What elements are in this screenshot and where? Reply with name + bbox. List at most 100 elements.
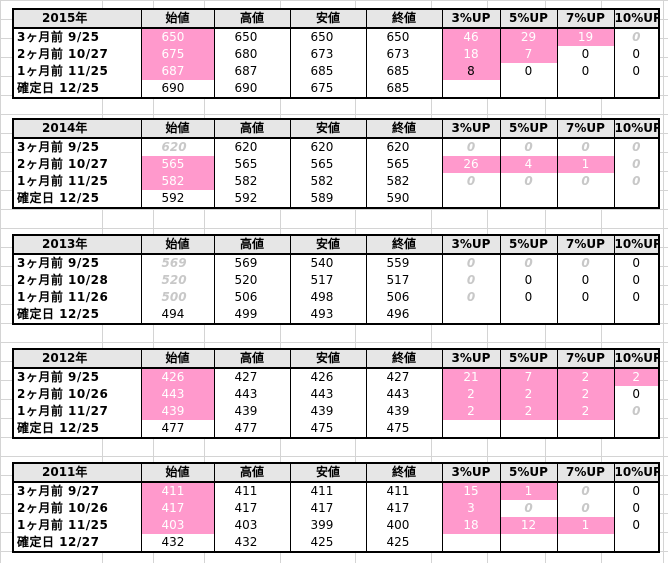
row-label[interactable]: 2ヶ月前 10/28: [17, 273, 109, 287]
high-price-cell[interactable]: 432: [213, 534, 290, 552]
p7-count-cell[interactable]: [556, 80, 614, 98]
open-price-cell[interactable]: 432: [140, 534, 214, 552]
close-price-cell[interactable]: 559: [365, 254, 442, 272]
high-price-cell[interactable]: 506: [213, 289, 290, 306]
p10-count-cell[interactable]: [613, 306, 659, 324]
p7-count-cell[interactable]: 2: [556, 386, 614, 403]
close-price-cell[interactable]: 475: [365, 420, 442, 438]
low-price-cell[interactable]: 425: [289, 534, 366, 552]
open-price-cell[interactable]: 582: [140, 173, 214, 190]
p5-count-cell[interactable]: [499, 534, 557, 552]
p5-count-cell[interactable]: 0: [499, 173, 557, 190]
low-price-cell[interactable]: 475: [289, 420, 366, 438]
low-price-cell[interactable]: 650: [289, 28, 366, 46]
close-price-cell[interactable]: 427: [365, 368, 442, 386]
column-header[interactable]: 7%UP: [556, 9, 614, 29]
low-price-cell[interactable]: 673: [289, 46, 366, 63]
high-price-cell[interactable]: 687: [213, 63, 290, 80]
close-price-cell[interactable]: 685: [365, 80, 442, 98]
high-price-cell[interactable]: 499: [213, 306, 290, 324]
open-price-cell[interactable]: 417: [140, 500, 214, 517]
p7-count-cell[interactable]: 2: [556, 403, 614, 420]
low-price-cell[interactable]: 540: [289, 254, 366, 272]
high-price-cell[interactable]: 650: [213, 28, 290, 46]
column-header[interactable]: 3%UP: [441, 235, 500, 255]
p7-count-cell[interactable]: 2: [556, 368, 614, 386]
close-price-cell[interactable]: 411: [365, 482, 442, 500]
row-label[interactable]: 2ヶ月前 10/26: [17, 501, 109, 515]
p5-count-cell[interactable]: 0: [499, 272, 557, 289]
open-price-cell[interactable]: 592: [140, 190, 214, 208]
column-header[interactable]: 5%UP: [499, 235, 557, 255]
column-header[interactable]: 5%UP: [499, 349, 557, 369]
p3-count-cell[interactable]: 0: [441, 272, 500, 289]
low-price-cell[interactable]: 498: [289, 289, 366, 306]
p7-count-cell[interactable]: 0: [556, 138, 614, 156]
high-price-cell[interactable]: 565: [213, 156, 290, 173]
high-price-cell[interactable]: 403: [213, 517, 290, 534]
row-label[interactable]: 1ヶ月前 11/27: [17, 404, 109, 418]
row-label[interactable]: 3ヶ月前 9/25: [17, 256, 100, 270]
open-price-cell[interactable]: 500: [140, 289, 214, 306]
high-price-cell[interactable]: 592: [213, 190, 290, 208]
column-header[interactable]: 7%UP: [556, 349, 614, 369]
open-price-cell[interactable]: 403: [140, 517, 214, 534]
high-price-cell[interactable]: 690: [213, 80, 290, 98]
open-price-cell[interactable]: 494: [140, 306, 214, 324]
open-price-cell[interactable]: 520: [140, 272, 214, 289]
p10-count-cell[interactable]: 0: [613, 138, 659, 156]
column-header[interactable]: 7%UP: [556, 119, 614, 139]
row-label[interactable]: 確定日 12/25: [17, 421, 100, 435]
p5-count-cell[interactable]: 0: [499, 254, 557, 272]
low-price-cell[interactable]: 589: [289, 190, 366, 208]
column-header[interactable]: 3%UP: [441, 463, 500, 483]
row-label[interactable]: 2ヶ月前 10/26: [17, 387, 109, 401]
column-header[interactable]: 終値: [365, 349, 442, 369]
p7-count-cell[interactable]: [556, 420, 614, 438]
p10-count-cell[interactable]: 0: [613, 272, 659, 289]
low-price-cell[interactable]: 493: [289, 306, 366, 324]
row-label[interactable]: 2ヶ月前 10/27: [17, 157, 109, 171]
high-price-cell[interactable]: 411: [213, 482, 290, 500]
open-price-cell[interactable]: 687: [140, 63, 214, 80]
p3-count-cell[interactable]: 18: [441, 517, 500, 534]
open-price-cell[interactable]: 620: [140, 138, 214, 156]
low-price-cell[interactable]: 399: [289, 517, 366, 534]
high-price-cell[interactable]: 427: [213, 368, 290, 386]
open-price-cell[interactable]: 569: [140, 254, 214, 272]
open-price-cell[interactable]: 477: [140, 420, 214, 438]
high-price-cell[interactable]: 569: [213, 254, 290, 272]
open-price-cell[interactable]: 650: [140, 28, 214, 46]
p5-count-cell[interactable]: [499, 190, 557, 208]
p10-count-cell[interactable]: 0: [613, 254, 659, 272]
p5-count-cell[interactable]: 2: [499, 386, 557, 403]
p5-count-cell[interactable]: 7: [499, 46, 557, 63]
year-label[interactable]: 2014年: [13, 119, 141, 139]
close-price-cell[interactable]: 582: [365, 173, 442, 190]
p10-count-cell[interactable]: 0: [613, 156, 659, 173]
row-label[interactable]: 確定日 12/25: [17, 307, 100, 321]
column-header[interactable]: 10%UP: [613, 463, 659, 483]
high-price-cell[interactable]: 443: [213, 386, 290, 403]
year-label[interactable]: 2013年: [13, 235, 141, 255]
row-label[interactable]: 3ヶ月前 9/25: [17, 140, 100, 154]
year-label[interactable]: 2012年: [13, 349, 141, 369]
column-header[interactable]: 7%UP: [556, 235, 614, 255]
p3-count-cell[interactable]: 3: [441, 500, 500, 517]
low-price-cell[interactable]: 443: [289, 386, 366, 403]
p10-count-cell[interactable]: 2: [613, 368, 659, 386]
column-header[interactable]: 始値: [140, 349, 214, 369]
p10-count-cell[interactable]: 0: [613, 46, 659, 63]
p3-count-cell[interactable]: 8: [441, 63, 500, 80]
column-header[interactable]: 安値: [289, 349, 366, 369]
p3-count-cell[interactable]: 2: [441, 386, 500, 403]
p3-count-cell[interactable]: 18: [441, 46, 500, 63]
p3-count-cell[interactable]: 46: [441, 28, 500, 46]
open-price-cell[interactable]: 690: [140, 80, 214, 98]
row-label[interactable]: 確定日 12/25: [17, 191, 100, 205]
low-price-cell[interactable]: 675: [289, 80, 366, 98]
p5-count-cell[interactable]: [499, 80, 557, 98]
low-price-cell[interactable]: 411: [289, 482, 366, 500]
row-label[interactable]: 1ヶ月前 11/25: [17, 518, 109, 532]
p10-count-cell[interactable]: 0: [613, 500, 659, 517]
